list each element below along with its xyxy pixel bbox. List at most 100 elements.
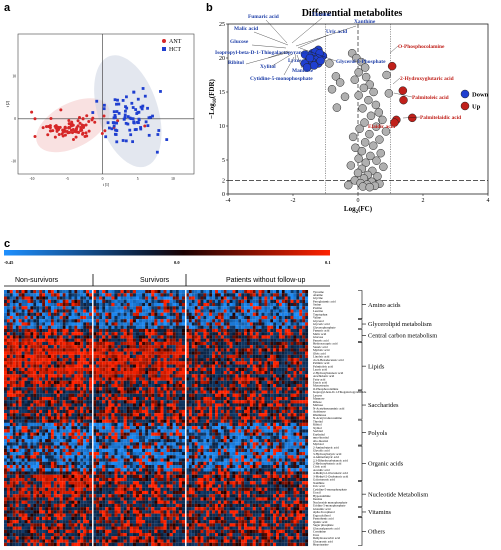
heatmap-cell (30, 445, 34, 449)
heatmap-cell (12, 497, 16, 501)
heatmap-cell (102, 403, 106, 407)
heatmap-cell (123, 409, 127, 414)
heatmap-cell (145, 403, 149, 407)
heatmap-cell (6, 507, 10, 511)
heatmap-cell (148, 290, 152, 294)
heatmap-cell (151, 464, 155, 469)
heatmap-cell (4, 452, 7, 456)
heatmap-cell (86, 481, 90, 485)
heatmap-cell (93, 403, 97, 407)
heatmap-cell (33, 516, 37, 521)
heatmap-cell (74, 390, 78, 394)
heatmap-cell (74, 332, 78, 336)
heatmap-cell (93, 302, 97, 307)
heatmap-cell (45, 520, 49, 524)
heatmap-cell (135, 510, 140, 514)
heatmap-cell (65, 539, 69, 543)
heatmap-cell (126, 507, 130, 511)
heatmap-cell (18, 419, 22, 423)
heatmap-cell (65, 348, 69, 352)
heatmap-cell (93, 471, 97, 475)
heatmap-cell (59, 403, 63, 407)
heatmap-cell (123, 461, 127, 466)
heatmap-cell (27, 371, 31, 375)
heatmap-cell (135, 335, 140, 339)
heatmap-cell (9, 322, 13, 326)
heatmap-cell (50, 503, 54, 508)
heatmap-cell (62, 309, 66, 313)
heatmap-cell (166, 439, 170, 443)
heatmap-cell (4, 416, 7, 420)
heatmap-cell (15, 371, 19, 375)
heatmap-cell (139, 426, 143, 430)
heatmap-cell (9, 416, 13, 420)
heatmap-cell (135, 526, 140, 530)
heatmap-cell (68, 494, 72, 498)
heatmap-cell (80, 426, 84, 430)
heatmap-cell (148, 393, 152, 397)
heatmap-cell (123, 325, 127, 329)
heatmap-cell (65, 387, 69, 391)
heatmap-cell (39, 426, 43, 430)
heatmap-cell (129, 299, 133, 304)
heatmap-cell (80, 348, 84, 352)
heatmap-cell (105, 458, 109, 462)
heatmap-cell (24, 429, 28, 433)
heatmap-cell (56, 364, 60, 368)
heatmap-cell (178, 529, 182, 534)
heatmap-cell (18, 367, 22, 372)
heatmap-cell (71, 461, 75, 466)
heatmap-cell (172, 290, 176, 294)
heatmap-cell (108, 439, 112, 443)
heatmap-cell (89, 306, 93, 310)
heatmap-cell (36, 510, 40, 514)
heatmap-cell (62, 351, 66, 355)
heatmap-cell (15, 377, 19, 381)
heatmap-cell (27, 299, 31, 304)
heatmap-cell (160, 354, 164, 359)
heatmap-cell (154, 468, 158, 472)
heatmap-cell (139, 520, 143, 524)
heatmap-cell (48, 413, 51, 417)
heatmap-cell (169, 494, 173, 498)
heatmap-cell (77, 309, 81, 313)
heatmap-cell (9, 481, 13, 485)
heatmap-cell (93, 409, 97, 414)
heatmap-cell (111, 322, 115, 326)
heatmap-cell (77, 432, 81, 436)
heatmap-cell (129, 309, 133, 313)
heatmap-cell (33, 432, 37, 436)
heatmap-cell (89, 380, 93, 385)
heatmap-cell (154, 396, 158, 401)
pca-point-hct (141, 104, 145, 108)
heatmap-cell (135, 396, 140, 401)
heatmap-cell (56, 409, 60, 414)
heatmap-cell (71, 464, 75, 469)
heatmap-cell (59, 345, 63, 349)
heatmap-cell (178, 481, 182, 485)
heatmap-cell (135, 312, 140, 316)
heatmap-cell (145, 328, 149, 333)
heatmap-cell (178, 290, 182, 294)
heatmap-cell (166, 387, 170, 391)
heatmap-cell (68, 497, 72, 501)
heatmap-cell (108, 328, 112, 333)
heatmap-cell (62, 487, 66, 491)
heatmap-cell (86, 335, 90, 339)
heatmap-cell (132, 393, 136, 397)
heatmap-cell (50, 309, 54, 313)
heatmap-cell (105, 464, 109, 469)
heatmap-cell (9, 542, 13, 547)
heatmap-cell (83, 351, 87, 355)
heatmap-cell (9, 458, 13, 462)
heatmap-cell (80, 367, 84, 372)
heatmap-cell (36, 299, 40, 304)
heatmap-cell (12, 351, 16, 355)
heatmap-cell (166, 390, 170, 394)
heatmap-cell (154, 500, 158, 504)
heatmap-cell (148, 507, 152, 511)
heatmap-cell (148, 497, 152, 501)
heatmap-cell (9, 442, 13, 446)
heatmap-cell (96, 306, 100, 310)
heatmap-cell (117, 461, 121, 466)
